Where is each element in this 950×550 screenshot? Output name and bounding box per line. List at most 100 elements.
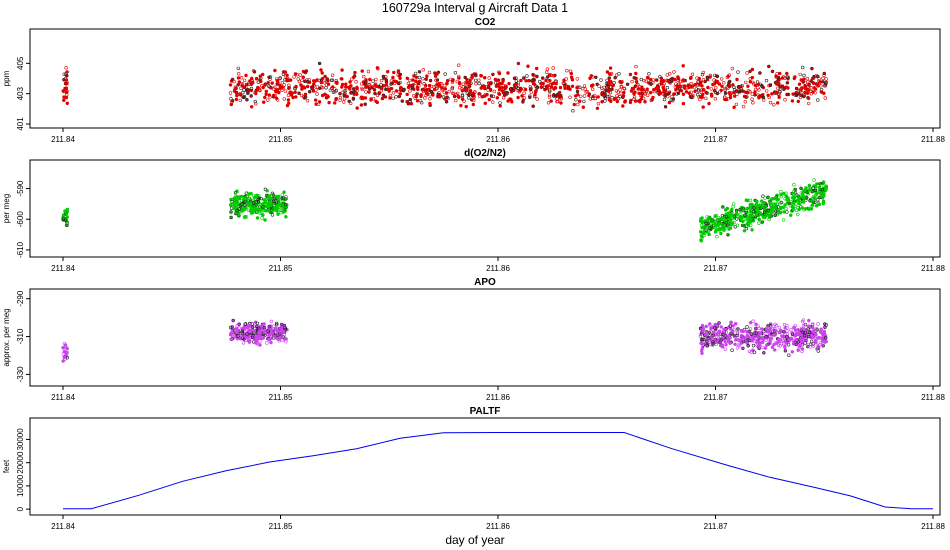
data-point: [697, 76, 701, 81]
data-point: [400, 99, 404, 103]
data-point: [770, 345, 775, 349]
data-point: [621, 94, 626, 98]
y-tick-label: 403: [16, 86, 25, 100]
data-point: [62, 355, 67, 360]
data-point: [267, 208, 271, 213]
data-point: [661, 83, 666, 88]
data-point: [496, 78, 501, 82]
data-point: [364, 85, 368, 89]
data-point: [636, 82, 640, 87]
data-point: [516, 95, 520, 100]
data-point: [428, 101, 432, 106]
data-point: [750, 202, 754, 207]
data-point: [756, 324, 760, 328]
data-point: [735, 92, 739, 96]
data-point: [265, 341, 269, 345]
data-point: [823, 80, 828, 85]
data-point: [797, 82, 802, 86]
data-point: [254, 91, 258, 96]
data-point: [800, 347, 805, 351]
data-point: [700, 351, 704, 355]
data-point: [793, 333, 798, 338]
data-point: [253, 99, 258, 104]
data-point: [509, 97, 513, 102]
plot-frame: [29, 417, 941, 516]
data-point: [416, 87, 420, 92]
data-point: [718, 340, 722, 345]
data-point: [406, 81, 411, 86]
data-point: [256, 197, 260, 202]
plot-frame: [29, 288, 941, 387]
data-point: [351, 97, 356, 101]
panel-3: PALTF feet 211.84 211.85 211.86 211.87 211.88 0…: [2, 406, 945, 531]
data-point: [753, 90, 757, 94]
data-point: [738, 208, 742, 212]
data-point: [229, 97, 233, 101]
data-point: [331, 85, 335, 89]
data-point: [735, 333, 740, 337]
data-point: [757, 344, 761, 348]
data-point: [460, 87, 464, 91]
data-point: [263, 82, 267, 86]
data-point: [753, 93, 757, 97]
data-point: [751, 343, 756, 348]
data-point: [708, 75, 712, 79]
data-point: [741, 329, 745, 334]
data-point: [573, 94, 578, 98]
data-point: [546, 101, 551, 105]
data-point: [782, 210, 787, 214]
data-point: [326, 82, 331, 86]
data-point: [495, 96, 499, 100]
data-point: [482, 84, 486, 89]
data-point: [233, 190, 238, 195]
data-point: [234, 190, 238, 194]
data-point: [722, 81, 726, 85]
data-point: [774, 341, 778, 345]
x-tick-label: 211.86: [486, 135, 510, 144]
data-point: [277, 337, 282, 341]
data-point: [727, 83, 731, 87]
data-point: [457, 82, 462, 86]
data-point: [609, 71, 614, 76]
data-point: [793, 75, 797, 79]
data-point: [342, 93, 346, 98]
data-point: [448, 77, 453, 82]
data-point: [746, 223, 750, 227]
data-point: [603, 89, 607, 93]
data-point: [735, 223, 740, 228]
data-point: [701, 70, 705, 75]
data-point: [264, 89, 268, 94]
data-point: [317, 100, 322, 104]
data-point: [770, 69, 775, 74]
data-point: [554, 79, 559, 84]
data-point: [718, 334, 722, 338]
data-point: [334, 78, 338, 83]
data-point: [698, 97, 702, 102]
data-point: [719, 325, 723, 329]
data-point: [607, 76, 611, 80]
data-point: [273, 85, 277, 90]
data-point: [791, 206, 795, 211]
data-point: [325, 77, 329, 81]
data-point: [748, 69, 752, 74]
data-point: [764, 334, 768, 339]
data-point: [388, 93, 393, 98]
data-point: [784, 194, 788, 198]
data-point: [596, 95, 600, 99]
data-point: [539, 85, 543, 90]
data-point: [260, 216, 264, 220]
data-point: [272, 87, 276, 91]
data-point: [379, 78, 384, 83]
data-point: [776, 78, 780, 82]
data-point: [278, 76, 282, 80]
data-point: [331, 90, 336, 95]
data-point: [340, 68, 344, 72]
data-point: [62, 72, 66, 76]
data-point: [801, 330, 805, 335]
data-point: [535, 74, 539, 79]
data-point: [520, 94, 524, 98]
data-point: [716, 222, 720, 227]
data-point: [714, 85, 718, 90]
data-point: [521, 100, 525, 104]
data-point: [338, 98, 342, 102]
